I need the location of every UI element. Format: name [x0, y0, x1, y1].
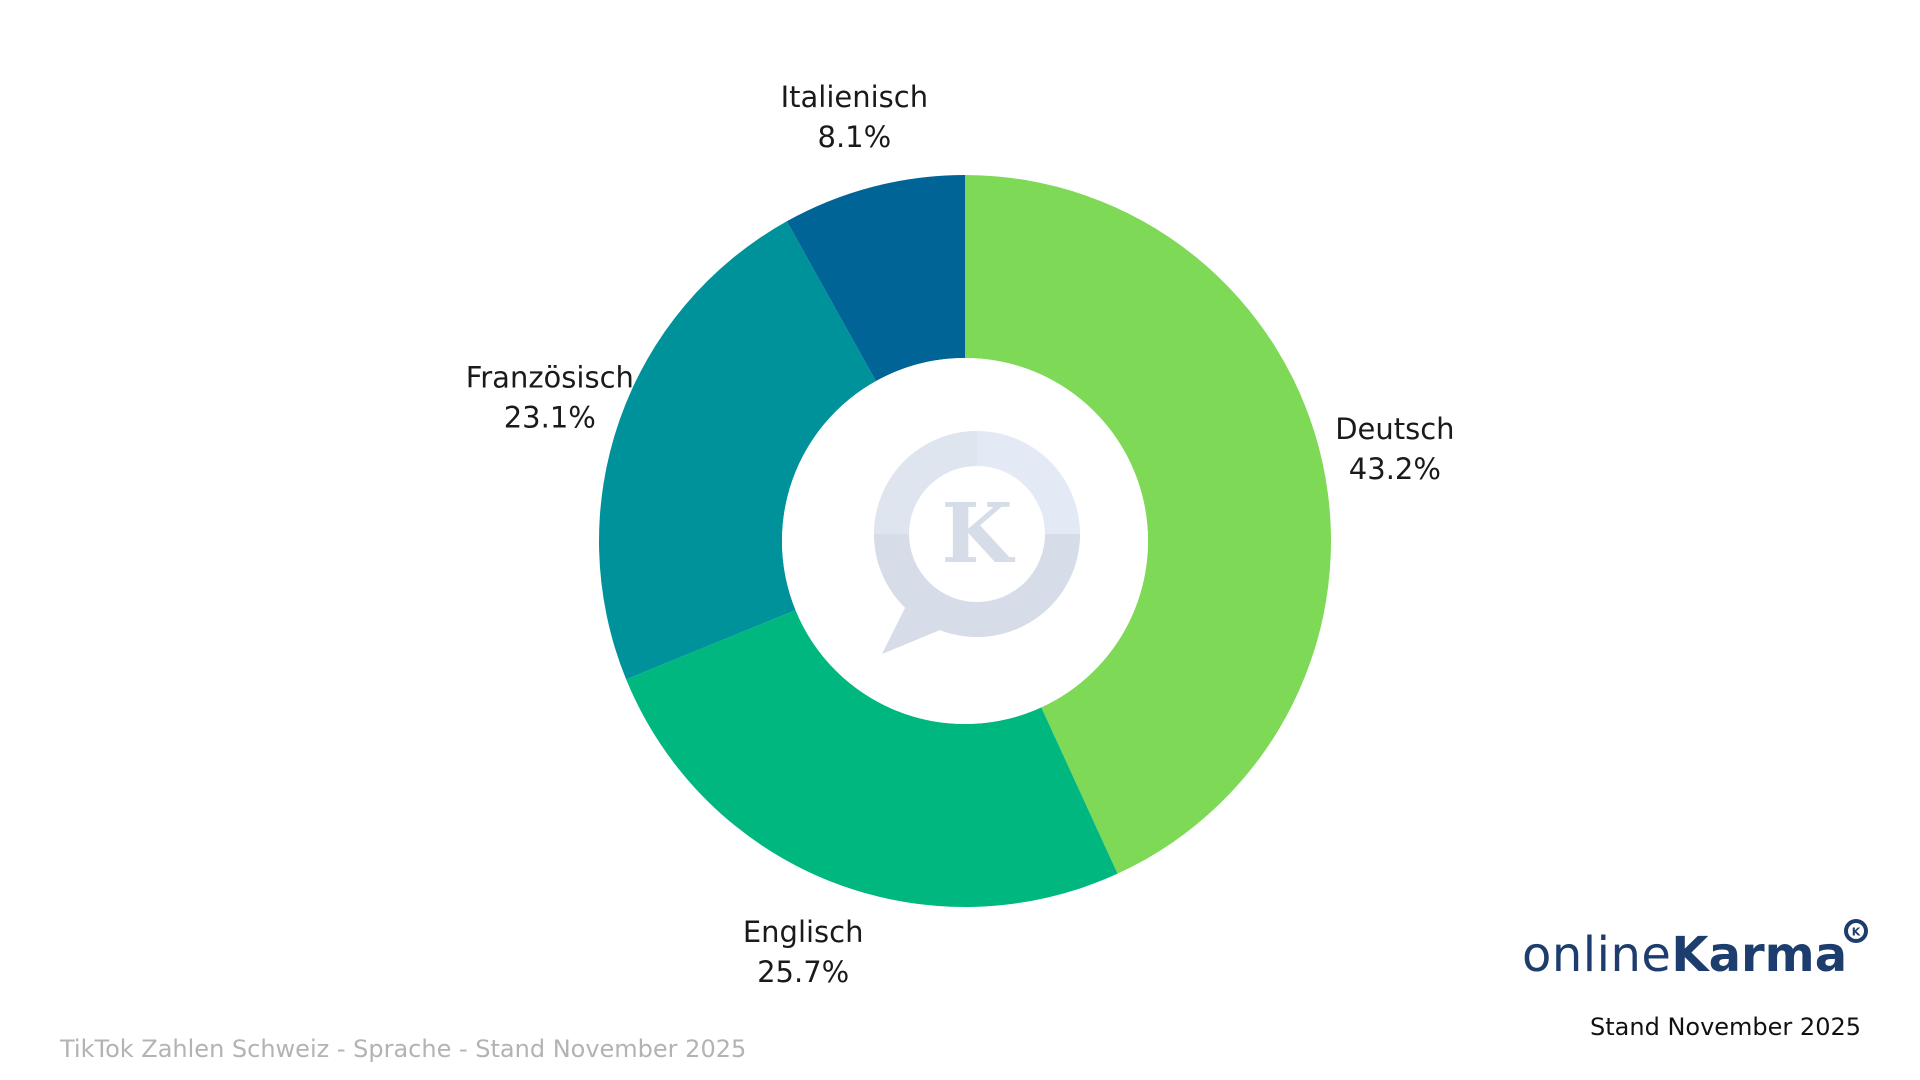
- center-logo-letter: K: [941, 486, 1015, 582]
- brand-text-light: online: [1522, 927, 1672, 983]
- chart-caption: TikTok Zahlen Schweiz - Sprache - Stand …: [60, 1035, 747, 1063]
- svg-text:K: K: [1852, 926, 1861, 939]
- slice-labels: Deutsch 43.2% Englisch 25.7% Französisch 23.1…: [466, 80, 1455, 989]
- slice-label-französisch: Französisch: [466, 360, 634, 394]
- slice-label-deutsch: Deutsch: [1335, 412, 1454, 446]
- slice-deutsch: [965, 175, 1331, 874]
- slice-value-englisch: 25.7%: [757, 955, 849, 989]
- slice-französisch: [598, 221, 876, 680]
- slice-value-französisch: 23.1%: [504, 400, 596, 434]
- onlinekarma-logo: onlineKarma: [1522, 920, 1847, 990]
- donut-slices: [598, 175, 1331, 907]
- slice-value-italienisch: 8.1%: [818, 120, 892, 154]
- slice-label-englisch: Englisch: [743, 915, 864, 949]
- karma-k-speech-bubble-icon: K: [874, 431, 1080, 654]
- brand-text-bold: Karma: [1671, 927, 1848, 983]
- brand-badge-icon: K: [1844, 919, 1868, 943]
- slice-englisch: [626, 610, 1118, 907]
- slice-italienisch: [786, 175, 965, 382]
- slice-value-deutsch: 43.2%: [1349, 452, 1441, 486]
- slice-label-italienisch: Italienisch: [781, 80, 929, 114]
- date-note: Stand November 2025: [1590, 1013, 1861, 1041]
